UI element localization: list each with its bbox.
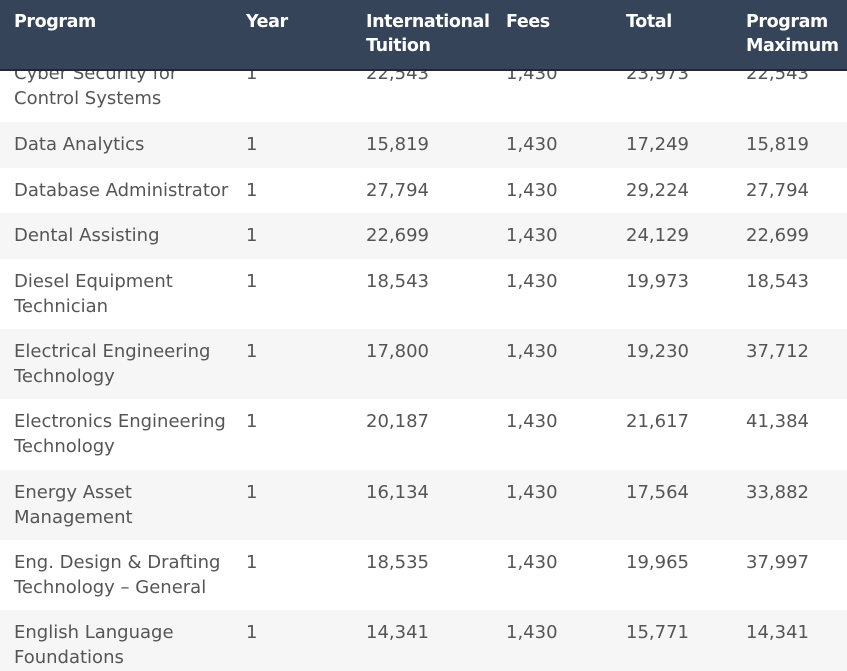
column-header-year[interactable]: Year bbox=[246, 12, 288, 32]
table-row: Electrical Engineering Technology 1 17,8… bbox=[0, 329, 847, 399]
year-cell: 1 bbox=[246, 622, 258, 643]
tuition-cell: 22,699 bbox=[366, 225, 429, 246]
maximum-cell: 14,341 bbox=[746, 622, 809, 643]
year-cell: 1 bbox=[246, 341, 258, 362]
year-cell: 1 bbox=[246, 180, 258, 201]
total-cell: 15,771 bbox=[626, 622, 689, 643]
fees-cell: 1,430 bbox=[506, 622, 558, 643]
maximum-cell: 18,543 bbox=[746, 271, 809, 292]
column-header-fees[interactable]: Fees bbox=[506, 12, 550, 32]
program-cell: Energy Asset Management bbox=[14, 482, 133, 528]
maximum-cell: 37,712 bbox=[746, 341, 809, 362]
tuition-cell: 16,134 bbox=[366, 482, 429, 503]
column-header-international-tuition[interactable]: International Tuition bbox=[366, 12, 490, 56]
program-cell: Database Administrator bbox=[14, 180, 229, 201]
total-cell: 17,564 bbox=[626, 482, 689, 503]
tuition-cell: 18,543 bbox=[366, 271, 429, 292]
fees-cell: 1,430 bbox=[506, 271, 558, 292]
table-row: English Language Foundations 1 14,341 1,… bbox=[0, 610, 847, 671]
program-cell: Dental Assisting bbox=[14, 225, 160, 246]
maximum-cell: 15,819 bbox=[746, 134, 809, 155]
fees-cell: 1,430 bbox=[506, 180, 558, 201]
fees-cell: 1,430 bbox=[506, 341, 558, 362]
tuition-cell: 20,187 bbox=[366, 411, 429, 432]
table-row: Diesel Equipment Technician 1 18,543 1,4… bbox=[0, 259, 847, 329]
program-cell: English Language Foundations bbox=[14, 622, 174, 668]
maximum-cell: 22,699 bbox=[746, 225, 809, 246]
tuition-cell: 15,819 bbox=[366, 134, 429, 155]
fees-cell: 1,430 bbox=[506, 482, 558, 503]
maximum-cell: 37,997 bbox=[746, 552, 809, 573]
program-cell: Data Analytics bbox=[14, 134, 145, 155]
total-cell: 24,129 bbox=[626, 225, 689, 246]
year-cell: 1 bbox=[246, 134, 258, 155]
fees-cell: 1,430 bbox=[506, 411, 558, 432]
table-row: Dental Assisting 1 22,699 1,430 24,129 2… bbox=[0, 213, 847, 259]
total-cell: 19,230 bbox=[626, 341, 689, 362]
maximum-cell: 41,384 bbox=[746, 411, 809, 432]
total-cell: 17,249 bbox=[626, 134, 689, 155]
year-cell: 1 bbox=[246, 552, 258, 573]
table-row: Energy Asset Management 1 16,134 1,430 1… bbox=[0, 470, 847, 540]
column-header-total[interactable]: Total bbox=[626, 12, 672, 32]
column-header-program-maximum[interactable]: Program Maximum bbox=[746, 12, 839, 56]
table-header: Program Year International Tuition Fees … bbox=[0, 0, 847, 71]
year-cell: 1 bbox=[246, 63, 258, 84]
maximum-cell: 27,794 bbox=[746, 180, 809, 201]
program-cell: Diesel Equipment Technician bbox=[14, 271, 173, 317]
year-cell: 1 bbox=[246, 271, 258, 292]
program-cell: Electrical Engineering Technology bbox=[14, 341, 211, 387]
total-cell: 19,973 bbox=[626, 271, 689, 292]
total-cell: 19,965 bbox=[626, 552, 689, 573]
table-row: Data Analytics 1 15,819 1,430 17,249 15,… bbox=[0, 122, 847, 168]
year-cell: 1 bbox=[246, 482, 258, 503]
table-row: Database Administrator 1 27,794 1,430 29… bbox=[0, 168, 847, 213]
table-row: Electronics Engineering Technology 1 20,… bbox=[0, 399, 847, 470]
column-header-program[interactable]: Program bbox=[14, 12, 96, 32]
year-cell: 1 bbox=[246, 225, 258, 246]
fees-cell: 1,430 bbox=[506, 225, 558, 246]
year-cell: 1 bbox=[246, 411, 258, 432]
tuition-cell: 27,794 bbox=[366, 180, 429, 201]
total-cell: 21,617 bbox=[626, 411, 689, 432]
tuition-cell: 18,535 bbox=[366, 552, 429, 573]
table-row: Eng. Design & Drafting Technology – Gene… bbox=[0, 540, 847, 610]
program-cell: Eng. Design & Drafting Technology – Gene… bbox=[14, 552, 221, 598]
tuition-cell: 17,800 bbox=[366, 341, 429, 362]
fees-cell: 1,430 bbox=[506, 552, 558, 573]
program-cell: Electronics Engineering Technology bbox=[14, 411, 226, 457]
total-cell: 29,224 bbox=[626, 180, 689, 201]
tuition-cell: 14,341 bbox=[366, 622, 429, 643]
fees-cell: 1,430 bbox=[506, 134, 558, 155]
maximum-cell: 33,882 bbox=[746, 482, 809, 503]
